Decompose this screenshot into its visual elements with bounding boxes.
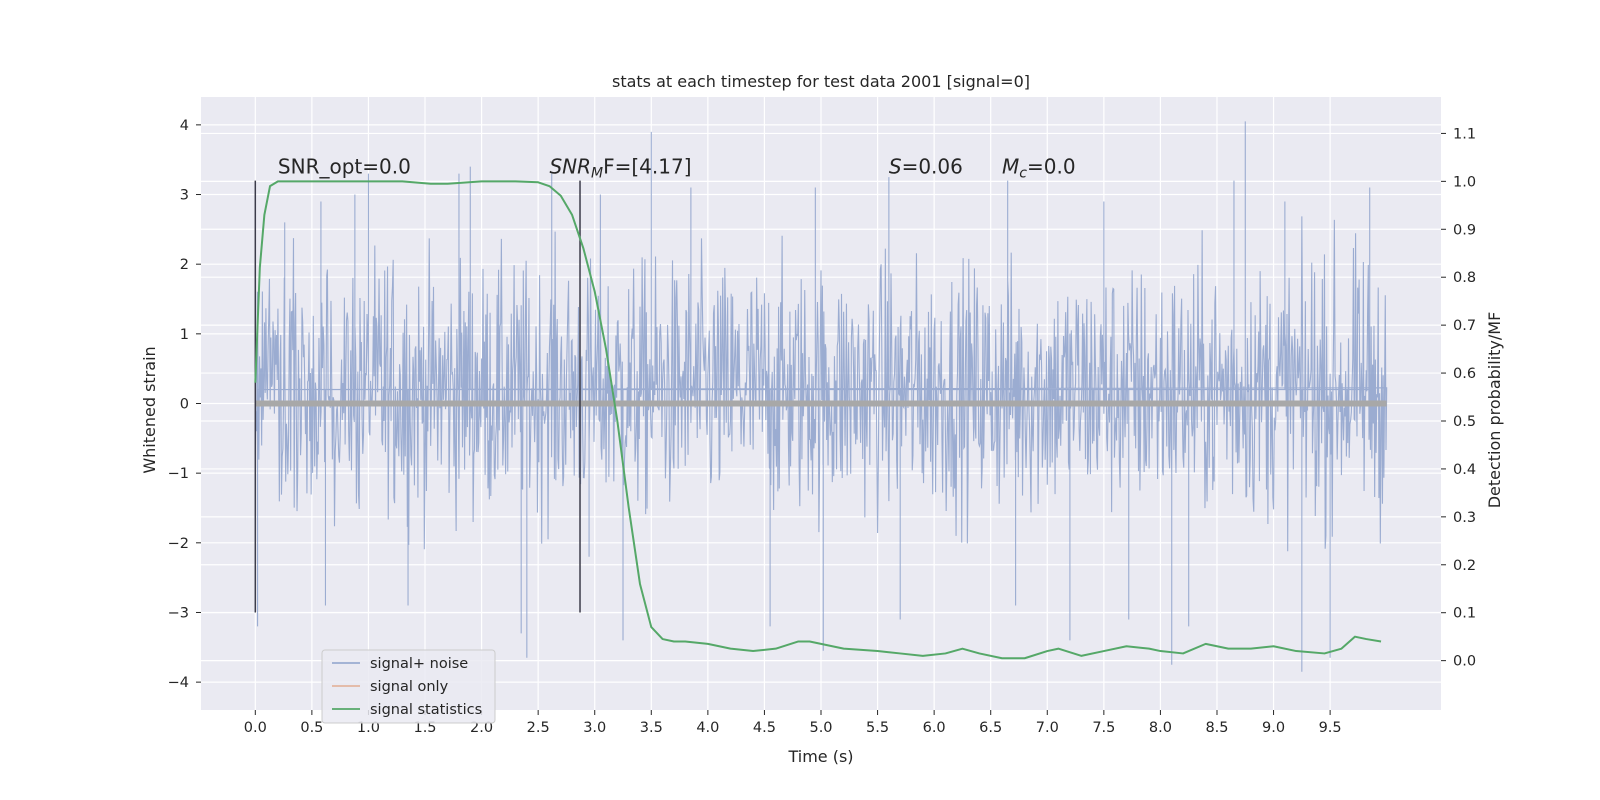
y-tick-label: 4 <box>180 118 189 134</box>
x-tick-label: 1.5 <box>413 720 436 736</box>
annotation-text: S=0.06 <box>889 155 963 179</box>
y2-tick-label: 0.9 <box>1453 222 1476 238</box>
legend-label-signal-only: signal only <box>370 679 449 695</box>
y-tick-label: −1 <box>168 466 189 482</box>
legend-label-signal-statistics: signal statistics <box>370 702 482 718</box>
x-tick-label: 1.0 <box>357 720 380 736</box>
y-tick-label: 1 <box>180 327 189 343</box>
y2-tick-label: 0.0 <box>1453 654 1476 670</box>
y2-tick-label: 0.3 <box>1453 510 1476 526</box>
x-tick-label: 3.0 <box>583 720 606 736</box>
x-tick-label: 6.5 <box>979 720 1002 736</box>
x-tick-label: 2.5 <box>527 720 550 736</box>
y2-tick-label: 0.1 <box>1453 606 1476 622</box>
y-tick-label: 2 <box>180 257 189 273</box>
x-tick-label: 0.5 <box>300 720 323 736</box>
y-tick-label: 0 <box>180 397 189 413</box>
annotation-text: SNRMF=[4.17] <box>549 155 691 182</box>
x-tick-label: 0.0 <box>244 720 267 736</box>
y-axis-label: Whitened strain <box>140 346 159 473</box>
x-tick-label: 6.0 <box>923 720 946 736</box>
y-tick-label: −3 <box>168 605 189 621</box>
x-tick-label: 3.5 <box>640 720 663 736</box>
y2-tick-label: 0.5 <box>1453 414 1476 430</box>
signal-noise-trace <box>254 121 1388 672</box>
y2-tick-label: 0.7 <box>1453 318 1476 334</box>
legend-box <box>321 649 496 724</box>
y-tick-label: 3 <box>180 188 189 204</box>
x-tick-label: 9.5 <box>1319 720 1342 736</box>
x-tick-label: 2.0 <box>470 720 493 736</box>
x-tick-label: 5.5 <box>866 720 889 736</box>
x-tick-label: 9.0 <box>1262 720 1285 736</box>
y2-tick-label: 0.8 <box>1453 270 1476 286</box>
y2-tick-label: 0.4 <box>1453 462 1476 478</box>
y2-axis-label: Detection probability/MF <box>1485 312 1504 509</box>
axis-ticks: 0.0 0.5 1.0 1.5 2.0 2.5 3.0 3.5 4.0 4.5 5.0 5.5 6.0 6… <box>168 118 1476 736</box>
x-tick-label: 4.0 <box>696 720 719 736</box>
annotation-text: SNR_opt=0.0 <box>278 155 411 179</box>
signal-noise-series <box>254 121 1388 672</box>
signal-statistics-line <box>254 180 1382 660</box>
x-tick-label: 4.5 <box>753 720 776 736</box>
x-tick-label: 8.5 <box>1205 720 1228 736</box>
y-tick-label: −2 <box>168 536 189 552</box>
y2-tick-label: 1.0 <box>1453 174 1476 190</box>
x-tick-label: 5.0 <box>809 720 832 736</box>
annotation-text: Mc=0.0 <box>1002 155 1076 182</box>
legend: signal+ noise signal only signal statist… <box>321 649 496 724</box>
x-axis-label: Time (s) <box>787 747 853 766</box>
x-tick-label: 7.0 <box>1036 720 1059 736</box>
y2-tick-label: 0.6 <box>1453 366 1476 382</box>
y-tick-label: −4 <box>168 675 189 691</box>
chart-title: stats at each timestep for test data 200… <box>612 72 1030 91</box>
x-tick-label: 8.0 <box>1149 720 1172 736</box>
annotations: SNR_opt=0.0 SNRMF=[4.17] S=0.06 Mc=0.0 <box>278 155 1076 182</box>
x-tick-label: 7.5 <box>1092 720 1115 736</box>
legend-label-signal-noise: signal+ noise <box>370 656 468 672</box>
signal-statistics-series <box>254 180 1382 660</box>
y2-tick-label: 1.1 <box>1453 126 1476 142</box>
y2-tick-label: 0.2 <box>1453 558 1476 574</box>
vertical-markers <box>254 180 581 613</box>
